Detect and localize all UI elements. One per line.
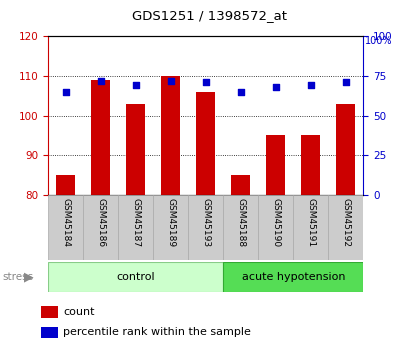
Point [273,84,279,90]
Bar [161,76,181,195]
Text: GSM45192: GSM45192 [341,198,350,247]
Text: GSM45184: GSM45184 [61,198,70,247]
Point [63,89,69,95]
Bar [83,195,118,260]
Bar [91,80,110,195]
Text: GSM45189: GSM45189 [166,198,175,247]
Text: GSM45188: GSM45188 [236,198,245,247]
Text: GSM45187: GSM45187 [131,198,140,247]
Point [132,83,139,88]
Text: count: count [63,307,94,317]
Text: GSM45193: GSM45193 [201,198,210,247]
Point [202,79,209,85]
Text: GSM45190: GSM45190 [271,198,280,247]
Text: GSM45191: GSM45191 [306,198,315,247]
Text: GSM45186: GSM45186 [96,198,105,247]
Point [97,78,104,83]
Bar [328,195,363,260]
Bar [223,195,258,260]
Bar [118,195,153,260]
Text: GDS1251 / 1398572_at: GDS1251 / 1398572_at [132,9,288,22]
Bar [41,306,58,317]
Text: 100%: 100% [365,36,393,46]
Bar [48,262,223,292]
Bar [231,175,250,195]
Bar [153,195,188,260]
Bar [223,262,363,292]
Bar [41,327,58,338]
Text: control: control [116,272,155,282]
Text: stress: stress [2,272,33,282]
Bar [266,135,286,195]
Bar [301,135,320,195]
Bar [336,104,355,195]
Bar [126,104,145,195]
Point [307,83,314,88]
Text: percentile rank within the sample: percentile rank within the sample [63,327,251,337]
Bar [293,195,328,260]
Bar [56,175,76,195]
Point [342,79,349,85]
Text: acute hypotension: acute hypotension [241,272,345,282]
Bar [48,195,83,260]
Bar [196,92,215,195]
Bar [188,195,223,260]
Point [168,78,174,83]
Bar [258,195,293,260]
Point [237,89,244,95]
Text: ▶: ▶ [24,270,34,283]
